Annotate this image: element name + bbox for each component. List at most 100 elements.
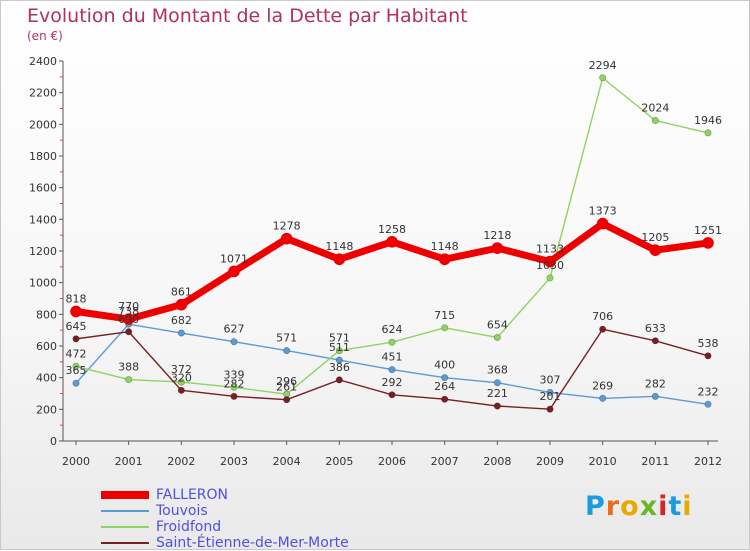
x-tick-label: 2011 [641, 455, 669, 468]
data-label: 1205 [641, 231, 669, 244]
data-label: 264 [434, 380, 455, 393]
data-label: 2024 [641, 102, 669, 115]
data-point [599, 325, 607, 333]
x-tick-label: 2005 [325, 455, 353, 468]
data-point [599, 394, 607, 402]
data-point [704, 400, 712, 408]
x-tick-label: 2009 [536, 455, 564, 468]
data-point [649, 244, 662, 257]
x-tick-label: 2001 [115, 455, 143, 468]
data-point [177, 378, 185, 386]
data-point [386, 236, 398, 248]
data-point [651, 337, 659, 345]
data-label: 1278 [273, 220, 301, 233]
data-label: 1148 [431, 240, 459, 253]
data-point [333, 253, 346, 266]
data-label: 472 [66, 347, 87, 360]
data-point [228, 265, 240, 278]
data-point [438, 253, 451, 266]
data-point [122, 313, 135, 325]
x-tick-label: 2006 [378, 455, 406, 468]
data-point [651, 392, 659, 400]
data-label: 282 [224, 377, 245, 390]
x-tick-label: 2003 [220, 455, 248, 468]
data-point [70, 305, 82, 318]
data-label: 633 [645, 322, 666, 335]
data-point [441, 324, 449, 332]
data-label: 1218 [483, 229, 511, 242]
data-label: 715 [434, 309, 455, 322]
data-point [125, 328, 133, 336]
data-label: 770 [118, 300, 139, 313]
x-tick-label: 2008 [483, 455, 511, 468]
data-label: 1373 [589, 205, 617, 218]
x-tick-label: 2007 [431, 455, 459, 468]
data-point [280, 232, 293, 245]
data-label: 232 [698, 385, 719, 398]
data-point [335, 376, 343, 384]
y-tick-label: 800 [36, 308, 57, 321]
legend-label: Touvois [156, 503, 208, 519]
data-label: 292 [382, 376, 403, 389]
data-point [283, 347, 291, 355]
data-label: 1071 [220, 252, 248, 265]
legend-swatch [101, 491, 149, 499]
data-label: 538 [698, 337, 719, 350]
data-label: 201 [540, 390, 561, 403]
y-tick-label: 600 [36, 340, 57, 353]
data-label: 818 [66, 292, 87, 305]
data-label: 571 [329, 332, 350, 345]
data-label: 690 [118, 313, 139, 326]
x-tick-label: 2012 [694, 455, 722, 468]
data-label: 1133 [536, 243, 564, 256]
data-point [599, 74, 607, 82]
data-point [491, 242, 504, 254]
y-tick-label: 2000 [29, 118, 57, 131]
data-point [441, 395, 449, 403]
data-label: 1030 [536, 259, 564, 272]
legend-swatch [101, 526, 149, 528]
data-point [72, 362, 80, 370]
y-tick-label: 1200 [29, 245, 57, 258]
y-tick-label: 1400 [29, 213, 57, 226]
chart-subtitle: (en €) [27, 29, 63, 43]
data-label: 1251 [694, 224, 722, 237]
data-label: 386 [329, 361, 350, 374]
data-point [125, 376, 133, 384]
data-point [651, 117, 659, 125]
data-label: 221 [487, 387, 508, 400]
x-tick-label: 2000 [62, 455, 90, 468]
proxiti-logo: Proxiti [585, 491, 693, 522]
data-label: 368 [487, 364, 508, 377]
data-label: 654 [487, 318, 508, 331]
data-point [177, 329, 185, 337]
data-label: 451 [382, 351, 403, 364]
data-point [546, 405, 554, 413]
data-label: 296 [276, 375, 297, 388]
data-label: 861 [171, 286, 192, 299]
y-tick-label: 1600 [29, 182, 57, 195]
data-point [596, 217, 609, 230]
data-label: 269 [592, 379, 613, 392]
data-label: 1946 [694, 114, 722, 127]
data-point [177, 386, 185, 394]
y-tick-label: 2200 [29, 87, 57, 100]
legend-swatch [101, 542, 149, 544]
data-label: 624 [382, 323, 403, 336]
y-tick-label: 0 [50, 435, 57, 448]
data-point [230, 392, 238, 400]
x-tick-label: 2004 [273, 455, 301, 468]
chart-title: Evolution du Montant de la Dette par Hab… [27, 5, 468, 27]
data-label: 706 [592, 310, 613, 323]
legend-label: Froidfond [156, 519, 222, 535]
legend-label: FALLERON [156, 487, 229, 503]
data-point [72, 335, 80, 343]
y-tick-label: 1000 [29, 277, 57, 290]
data-label: 511 [329, 341, 350, 354]
series-line [75, 77, 709, 395]
data-point [702, 237, 714, 249]
data-point [493, 402, 501, 410]
data-point [388, 366, 396, 374]
